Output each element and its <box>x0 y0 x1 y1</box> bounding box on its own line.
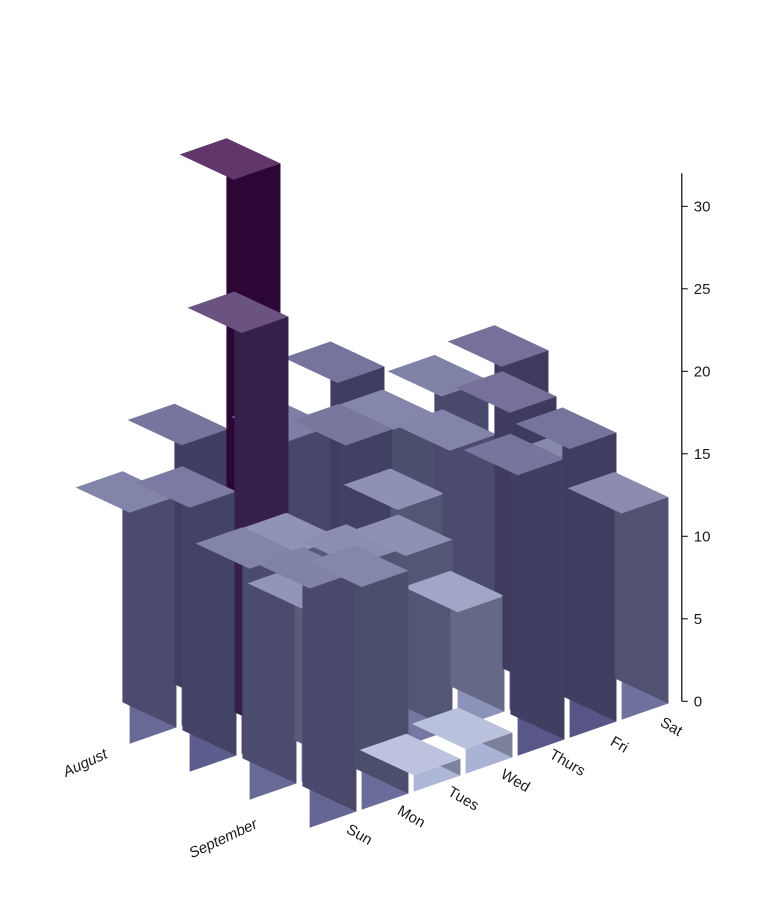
z-tick-label: 30 <box>694 198 711 215</box>
bar3d-chart: 0 5 10 15 20 25 30 Sun Mon Tues Wed Thurs Fri Sat Sept… <box>0 0 762 914</box>
bars-group <box>76 138 669 827</box>
y-tick-label: September <box>186 815 261 862</box>
z-tick-label: 15 <box>694 446 711 463</box>
x-tick-label: Sat <box>657 714 686 740</box>
x-tick-label: Mon <box>394 802 428 831</box>
z-tick-label: 20 <box>694 363 711 380</box>
z-axis: 0 5 10 15 20 25 30 <box>682 173 711 710</box>
x-tick-label: Tues <box>445 783 482 814</box>
z-tick-label: 0 <box>694 693 702 710</box>
z-tick-label: 25 <box>694 281 711 298</box>
bar <box>76 471 177 743</box>
x-tick-label: Wed <box>498 766 533 796</box>
y-axis-labels: September August <box>60 745 261 862</box>
x-tick-label: Thurs <box>546 746 588 780</box>
y-tick-label: August <box>60 745 111 781</box>
x-tick-label: Sun <box>343 821 375 849</box>
z-tick-label: 5 <box>694 611 702 628</box>
x-tick-label: Fri <box>607 733 631 756</box>
z-tick-label: 10 <box>694 528 711 545</box>
